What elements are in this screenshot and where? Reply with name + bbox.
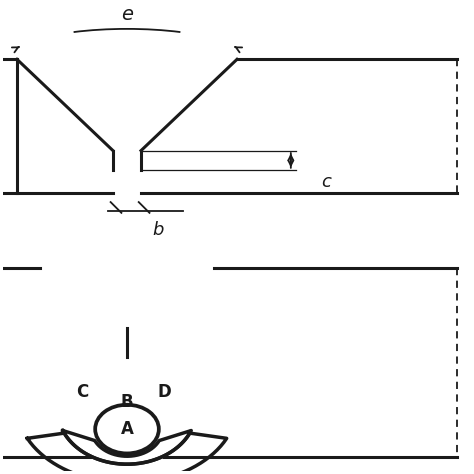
- Text: e: e: [121, 5, 133, 24]
- Text: b: b: [153, 221, 164, 239]
- Text: B: B: [121, 393, 133, 411]
- Text: C: C: [76, 383, 89, 401]
- Text: A: A: [120, 420, 134, 438]
- Text: c: c: [321, 173, 331, 191]
- Text: D: D: [157, 383, 171, 401]
